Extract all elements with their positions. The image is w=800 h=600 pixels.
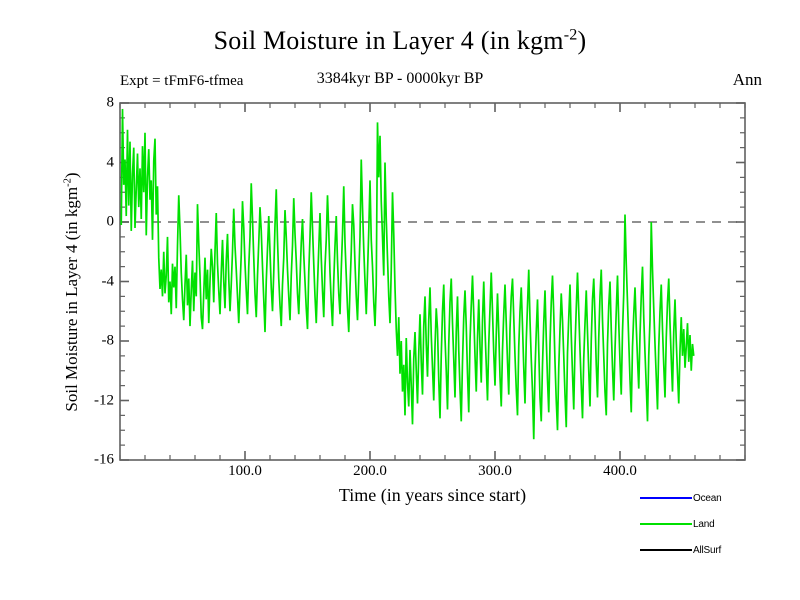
chart-title-close: ) xyxy=(577,26,587,55)
chart-title-main: Soil Moisture in Layer 4 (in kgm xyxy=(213,26,564,55)
x-axis-tick-label: 300.0 xyxy=(478,463,512,479)
legend-item-allsurf[interactable]: AllSurf xyxy=(640,537,790,563)
legend-swatch-ocean xyxy=(640,497,692,499)
chart-legend: Ocean Land AllSurf xyxy=(640,485,790,563)
chart-title: Soil Moisture in Layer 4 (in kgm-2) xyxy=(0,26,800,56)
y-axis-tick-label: -8 xyxy=(101,332,115,349)
y-axis-tick-label: 8 xyxy=(106,94,115,111)
y-axis-tick-label: -16 xyxy=(94,451,114,468)
y-axis-tick-label: -4 xyxy=(101,273,115,289)
x-axis-tick-label: 100.0 xyxy=(228,463,262,479)
y-axis-tick-label: -12 xyxy=(94,392,114,408)
legend-swatch-allsurf xyxy=(640,549,692,551)
series-line-land xyxy=(120,108,695,440)
y-axis-tick-label: 0 xyxy=(106,213,115,230)
y-axis-tick-labels: 8 4 0 -4 -8 -12 -16 xyxy=(62,0,114,600)
experiment-label: Expt = tFmF6-tfmea xyxy=(120,73,244,89)
chart-subtitle: 3384kyr BP - 0000kyr BP xyxy=(316,70,484,87)
legend-item-ocean[interactable]: Ocean xyxy=(640,485,790,511)
chart-title-exponent: -2 xyxy=(563,26,578,44)
legend-swatch-land xyxy=(640,523,692,525)
y-axis-tick-label: 4 xyxy=(106,154,115,170)
legend-label: Land xyxy=(693,518,715,530)
period-label: Ann xyxy=(732,70,762,89)
legend-label: Ocean xyxy=(693,492,722,504)
x-axis-tick-label: 400.0 xyxy=(603,463,637,479)
x-axis-label: Time (in years since start) xyxy=(338,485,527,505)
legend-item-land[interactable]: Land xyxy=(640,511,790,537)
legend-label: AllSurf xyxy=(693,544,722,556)
x-axis-tick-label: 200.0 xyxy=(353,463,387,479)
